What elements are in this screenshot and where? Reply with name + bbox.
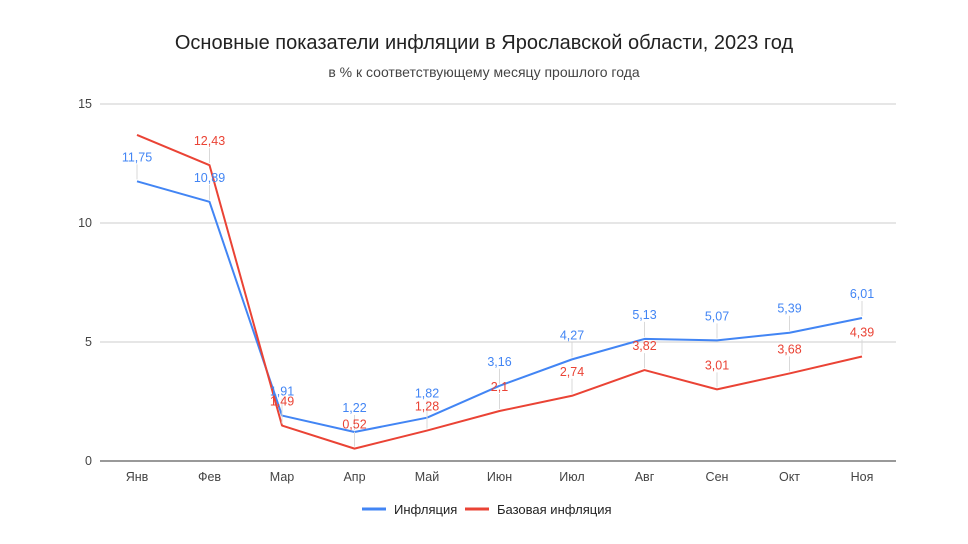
- data-label: 10,89: [194, 171, 225, 185]
- data-label: 11,75: [122, 150, 152, 164]
- x-tick-label: Май: [415, 470, 440, 484]
- y-tick-label: 5: [85, 335, 92, 349]
- data-labels: 11,75 10,89 1,91 1,22 1,82 3,16 4,27 5,13 5,07 5,…: [122, 134, 874, 447]
- chart-subtitle: в % к соответствующему месяцу прошлого г…: [328, 64, 640, 80]
- data-label: 3,16: [487, 355, 511, 369]
- x-tick-label: Сен: [706, 470, 729, 484]
- data-label: 5,39: [777, 302, 801, 316]
- data-label: 3,68: [777, 342, 801, 356]
- data-label: 1,49: [270, 395, 294, 409]
- y-tick-label: 0: [85, 454, 92, 468]
- data-label: 1,28: [415, 400, 439, 414]
- data-label: 1,22: [342, 401, 366, 415]
- data-label: 1,82: [415, 387, 439, 401]
- data-label: 5,07: [705, 309, 729, 323]
- x-tick-label: Авг: [635, 470, 655, 484]
- x-tick-label: Апр: [343, 470, 365, 484]
- data-label: 2,74: [560, 365, 584, 379]
- legend-label-inflation: Инфляция: [394, 502, 457, 517]
- y-tick-label: 10: [78, 216, 92, 230]
- data-label: 3,82: [632, 339, 656, 353]
- data-label: 12,43: [194, 134, 225, 148]
- data-label: 3,01: [705, 358, 729, 372]
- x-tick-label: Янв: [126, 470, 149, 484]
- chart-title: Основные показатели инфляции в Ярославск…: [175, 32, 794, 54]
- x-tick-label: Окт: [779, 470, 800, 484]
- series-line-inflation: [136, 180, 863, 433]
- data-label: 0,52: [342, 418, 366, 432]
- x-axis-ticks: Янв Фев Мар Апр Май Июн Июл Авг Сен Окт Ноя: [126, 470, 874, 484]
- data-label: 1,91: [270, 385, 294, 399]
- data-label: 6,01: [850, 287, 874, 301]
- legend: Инфляция Базовая инфляция: [362, 502, 612, 517]
- x-tick-label: Фев: [198, 470, 221, 484]
- data-label: 2,1: [491, 380, 508, 394]
- data-label: 5,13: [632, 308, 656, 322]
- x-tick-label: Июн: [487, 470, 512, 484]
- grid-lines: [100, 103, 896, 462]
- data-label: 4,39: [850, 326, 874, 340]
- y-tick-label: 15: [78, 97, 92, 111]
- series-line-core-inflation: [136, 134, 863, 450]
- x-tick-label: Мар: [270, 470, 295, 484]
- series-lines: [136, 134, 863, 450]
- y-axis-ticks: 0 5 10 15: [78, 97, 92, 468]
- data-label: 4,27: [560, 328, 584, 342]
- legend-label-core-inflation: Базовая инфляция: [497, 502, 612, 517]
- x-tick-label: Ноя: [851, 470, 874, 484]
- x-tick-label: Июл: [559, 470, 584, 484]
